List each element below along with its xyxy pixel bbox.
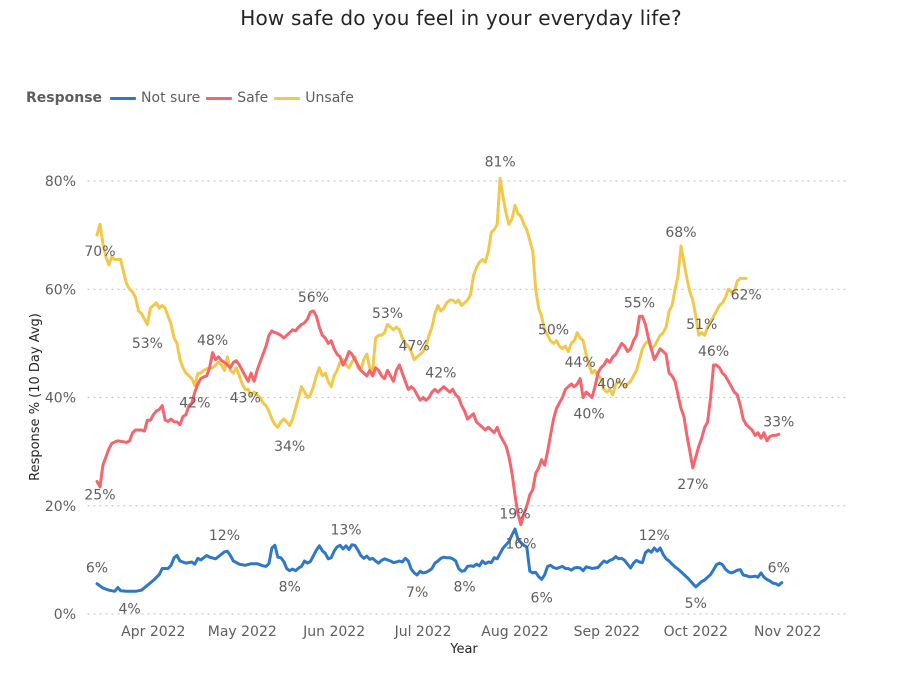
series-line-not-sure[interactable] bbox=[95, 527, 784, 593]
data-label: 47% bbox=[399, 339, 430, 355]
data-label: 12% bbox=[639, 528, 670, 544]
legend: Response Not sure Safe Unsafe bbox=[26, 90, 360, 106]
x-tick-label: Aug 2022 bbox=[481, 624, 548, 640]
data-labels: 6% 4% 12% 8% 13% 7% 8% 19% 6% 12% 5% 6% 25% 48% 56% 42%… bbox=[84, 155, 794, 618]
data-label: 25% bbox=[84, 488, 115, 504]
y-axis-ticks: 0% 20% 40% 60% 80% bbox=[45, 174, 76, 623]
data-label: 42% bbox=[425, 366, 456, 382]
data-label: 6% bbox=[768, 561, 790, 577]
data-label: 46% bbox=[698, 344, 729, 360]
series-line-unsafe[interactable] bbox=[95, 176, 748, 429]
data-label: 33% bbox=[763, 414, 794, 430]
data-label: 40% bbox=[574, 407, 605, 423]
data-label: 70% bbox=[84, 244, 115, 260]
data-label: 42% bbox=[179, 396, 210, 412]
series-lines bbox=[95, 176, 784, 593]
legend-item-not-sure[interactable]: Not sure bbox=[110, 90, 200, 106]
data-label: 48% bbox=[197, 333, 228, 349]
data-label: 6% bbox=[86, 561, 108, 577]
data-label: 6% bbox=[531, 591, 553, 607]
data-label: 56% bbox=[298, 290, 329, 306]
legend-label-unsafe: Unsafe bbox=[305, 90, 354, 106]
data-label: 8% bbox=[279, 580, 301, 596]
data-label: 5% bbox=[685, 596, 707, 612]
y-tick-label: 80% bbox=[45, 174, 76, 190]
x-tick-label: May 2022 bbox=[208, 624, 277, 640]
gridlines bbox=[87, 180, 846, 615]
legend-label-safe: Safe bbox=[237, 90, 269, 106]
x-tick-label: Jun 2022 bbox=[302, 624, 365, 640]
x-axis-title: Year bbox=[449, 642, 478, 657]
data-label: 53% bbox=[372, 306, 403, 322]
y-tick-label: 40% bbox=[45, 391, 76, 407]
x-tick-label: Nov 2022 bbox=[754, 624, 821, 640]
series-line-safe[interactable] bbox=[95, 309, 781, 527]
data-label: 55% bbox=[624, 295, 655, 311]
data-label: 53% bbox=[132, 336, 163, 352]
data-label: 68% bbox=[665, 225, 696, 241]
data-label: 62% bbox=[731, 287, 762, 303]
x-tick-label: Sep 2022 bbox=[574, 624, 640, 640]
data-label: 50% bbox=[538, 322, 569, 338]
data-label: 4% bbox=[118, 601, 140, 617]
data-label: 8% bbox=[453, 580, 475, 596]
data-label: 7% bbox=[406, 585, 428, 601]
data-label: 19% bbox=[499, 506, 530, 522]
data-label: 40% bbox=[597, 377, 628, 393]
x-tick-label: Jul 2022 bbox=[394, 624, 452, 640]
y-axis-title: Response % (10 Day Avg) bbox=[28, 313, 43, 481]
data-label: 34% bbox=[274, 439, 305, 455]
legend-swatch-not-sure bbox=[110, 96, 137, 100]
chart-title: How safe do you feel in your everyday li… bbox=[240, 6, 682, 30]
data-label: 12% bbox=[209, 528, 240, 544]
x-axis-ticks: Apr 2022 May 2022 Jun 2022 Jul 2022 Aug 2022… bbox=[121, 624, 821, 640]
data-label: 13% bbox=[330, 523, 361, 539]
legend-title: Response bbox=[26, 90, 103, 106]
legend-swatch-safe bbox=[206, 96, 233, 100]
y-tick-label: 20% bbox=[45, 499, 76, 515]
x-tick-label: Apr 2022 bbox=[121, 624, 185, 640]
x-tick-label: Oct 2022 bbox=[664, 624, 728, 640]
legend-item-unsafe[interactable]: Unsafe bbox=[274, 90, 354, 106]
data-label: 27% bbox=[677, 477, 708, 493]
y-tick-label: 60% bbox=[45, 282, 76, 298]
data-label: 44% bbox=[565, 355, 596, 371]
data-label: 81% bbox=[485, 155, 516, 171]
legend-item-safe[interactable]: Safe bbox=[206, 90, 268, 106]
data-label: 43% bbox=[230, 390, 261, 406]
data-label: 16% bbox=[505, 536, 536, 552]
legend-label-not-sure: Not sure bbox=[141, 90, 201, 106]
y-tick-label: 0% bbox=[54, 607, 76, 623]
data-label: 51% bbox=[686, 317, 717, 333]
legend-swatch-unsafe bbox=[274, 96, 301, 100]
